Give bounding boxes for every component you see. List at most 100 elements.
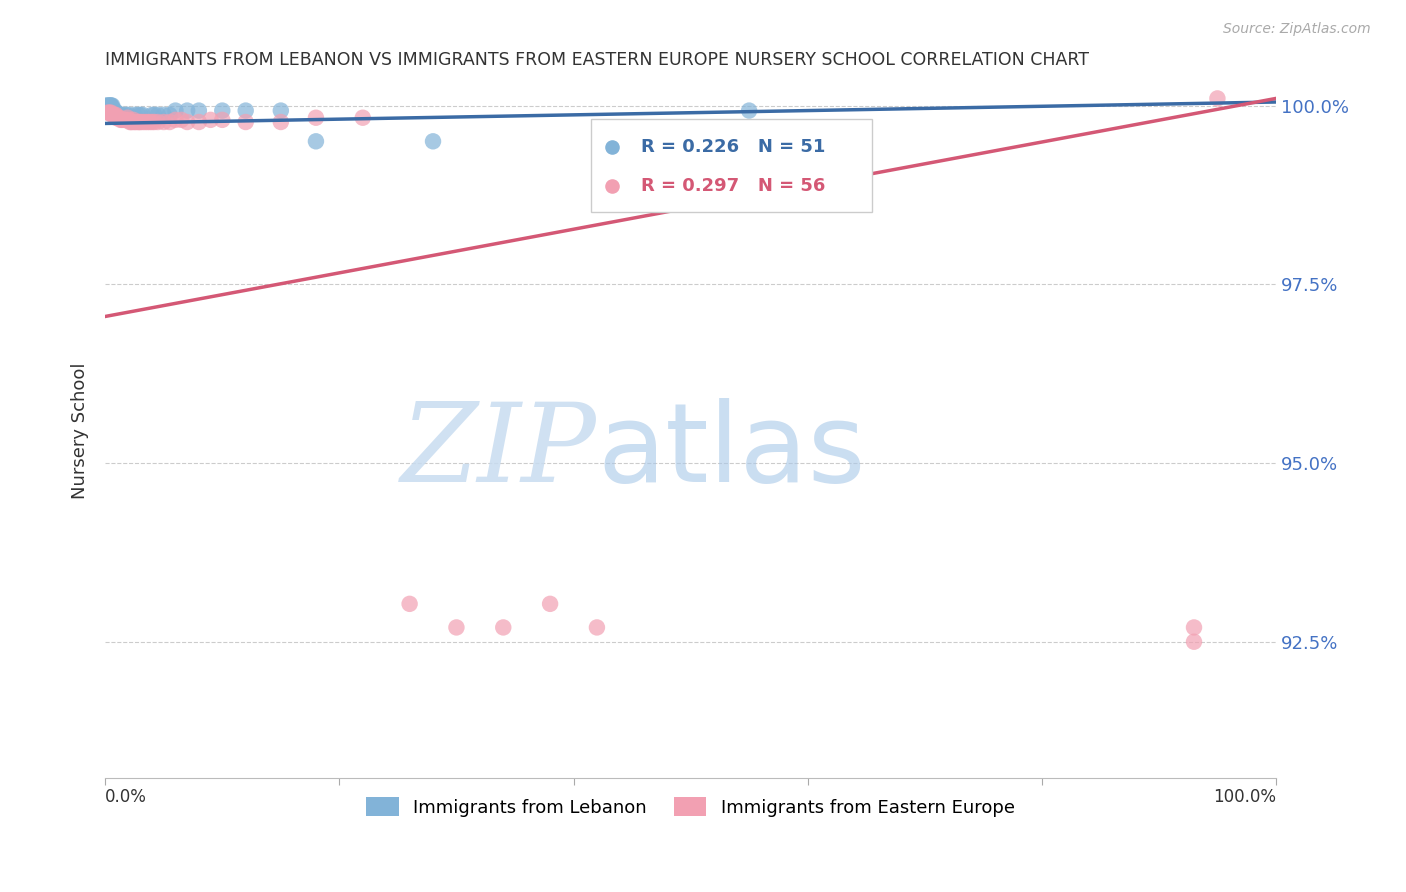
Point <box>1206 91 1229 105</box>
Point <box>98 101 121 115</box>
Point <box>422 134 444 148</box>
Point <box>107 108 129 122</box>
Point <box>143 115 166 129</box>
Point <box>131 108 153 122</box>
Point <box>110 112 132 127</box>
Point <box>305 134 328 148</box>
Point <box>103 108 125 122</box>
Point <box>200 112 222 127</box>
Point <box>96 98 118 112</box>
Point <box>104 108 127 122</box>
Point <box>120 115 142 129</box>
Text: 100.0%: 100.0% <box>1213 789 1277 806</box>
Point <box>107 111 129 125</box>
Text: R = 0.297   N = 56: R = 0.297 N = 56 <box>641 178 825 195</box>
Point <box>111 108 134 122</box>
Point <box>165 103 187 118</box>
Point <box>104 105 127 120</box>
Point <box>100 105 122 120</box>
Point <box>105 108 128 122</box>
Point <box>129 108 152 122</box>
Point <box>141 108 163 122</box>
Point <box>97 98 120 112</box>
Point <box>117 108 139 122</box>
Point <box>538 597 561 611</box>
Point <box>600 746 623 760</box>
Point <box>110 112 132 127</box>
Point <box>115 112 138 127</box>
Point <box>270 103 292 118</box>
Point <box>96 101 118 115</box>
Point <box>103 108 125 122</box>
Point <box>103 108 125 122</box>
Point <box>446 620 468 634</box>
Point <box>96 101 118 115</box>
Point <box>305 111 328 125</box>
Point <box>159 115 181 129</box>
Point <box>121 115 143 129</box>
Point <box>108 111 131 125</box>
Point <box>211 112 233 127</box>
Point <box>101 101 124 115</box>
Point <box>127 115 149 129</box>
Point <box>176 115 198 129</box>
Point <box>124 115 146 129</box>
Point <box>143 108 166 122</box>
Point <box>100 98 122 112</box>
Point <box>352 111 374 125</box>
Point <box>98 101 121 115</box>
Point <box>492 620 515 634</box>
Point <box>1182 634 1205 648</box>
Point <box>127 108 149 122</box>
Point <box>100 98 122 112</box>
Text: R = 0.226   N = 51: R = 0.226 N = 51 <box>641 138 825 156</box>
Point <box>96 98 118 112</box>
Point <box>187 115 209 129</box>
Point <box>98 105 121 120</box>
Point <box>110 108 132 122</box>
Point <box>105 105 128 120</box>
Point <box>141 115 163 129</box>
Point <box>114 112 136 127</box>
Point <box>101 98 124 112</box>
Point <box>108 108 131 122</box>
Point <box>211 103 233 118</box>
Point <box>104 111 127 125</box>
Point <box>235 115 257 129</box>
Point <box>101 103 124 118</box>
Point <box>176 103 198 118</box>
Y-axis label: Nursery School: Nursery School <box>72 362 89 500</box>
Point <box>97 101 120 115</box>
Point <box>115 108 138 122</box>
Point <box>138 115 160 129</box>
Point <box>165 112 187 127</box>
Point <box>97 101 120 115</box>
Point <box>270 115 292 129</box>
Point <box>97 105 120 120</box>
Point <box>152 108 174 122</box>
Text: IMMIGRANTS FROM LEBANON VS IMMIGRANTS FROM EASTERN EUROPE NURSERY SCHOOL CORRELA: IMMIGRANTS FROM LEBANON VS IMMIGRANTS FR… <box>105 51 1090 69</box>
Text: atlas: atlas <box>598 398 866 505</box>
Point <box>124 108 146 122</box>
Point <box>124 115 146 129</box>
Point <box>96 105 118 120</box>
Point <box>122 112 145 127</box>
Point <box>103 103 125 118</box>
Point <box>98 98 121 112</box>
Point <box>738 103 761 118</box>
Point <box>104 108 127 122</box>
Point <box>103 103 125 118</box>
Point <box>235 103 257 118</box>
Point <box>103 103 125 118</box>
Point <box>129 115 152 129</box>
Point <box>131 115 153 129</box>
Point <box>586 620 609 634</box>
Bar <box>591 119 872 212</box>
Point <box>100 101 122 115</box>
Point <box>170 112 193 127</box>
Point <box>128 115 150 129</box>
Point <box>398 597 420 611</box>
Text: Source: ZipAtlas.com: Source: ZipAtlas.com <box>1223 22 1371 37</box>
Text: 0.0%: 0.0% <box>105 789 148 806</box>
Point <box>152 115 174 129</box>
